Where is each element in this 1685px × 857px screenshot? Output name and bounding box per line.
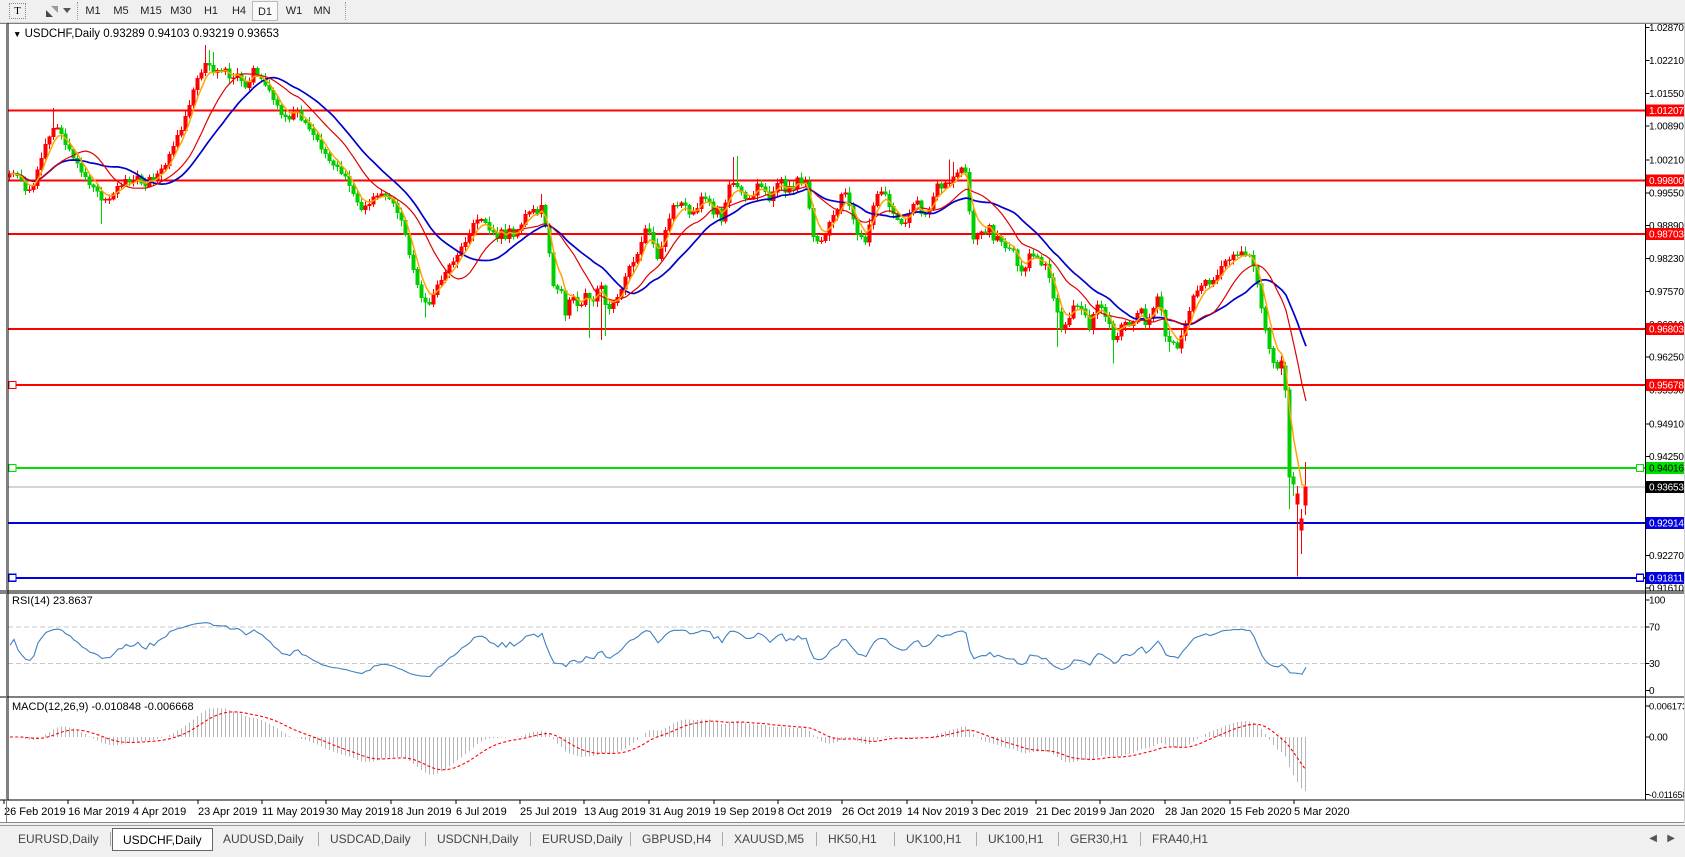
svg-text:26 Oct 2019: 26 Oct 2019 (842, 806, 902, 818)
svg-text:0.91610: 0.91610 (1649, 584, 1684, 595)
svg-text:-0.011658: -0.011658 (1649, 790, 1685, 800)
svg-text:21 Dec 2019: 21 Dec 2019 (1036, 806, 1098, 818)
svg-text:15 Feb 2020: 15 Feb 2020 (1230, 806, 1292, 818)
svg-text:1.02870: 1.02870 (1649, 23, 1684, 34)
svg-text:1.02210: 1.02210 (1649, 56, 1684, 67)
svg-text:0.92270: 0.92270 (1649, 551, 1684, 562)
svg-text:0.91811: 0.91811 (1649, 573, 1684, 584)
svg-text:28 Jan 2020: 28 Jan 2020 (1165, 806, 1226, 818)
svg-text:14 Nov 2019: 14 Nov 2019 (907, 806, 969, 818)
svg-text:70: 70 (1649, 623, 1660, 634)
svg-text:RSI(14) 23.8637: RSI(14) 23.8637 (12, 595, 93, 607)
svg-text:0.98703: 0.98703 (1649, 230, 1684, 241)
svg-text:0.97570: 0.97570 (1649, 287, 1684, 298)
svg-text:16 Mar 2019: 16 Mar 2019 (68, 806, 130, 818)
svg-text:8 Oct 2019: 8 Oct 2019 (778, 806, 832, 818)
svg-text:25 Jul 2019: 25 Jul 2019 (520, 806, 577, 818)
svg-text:0.96250: 0.96250 (1649, 353, 1684, 364)
svg-text:▼ USDCHF,Daily 0.93289 0.9410: ▼ USDCHF,Daily 0.93289 0.94103 0.93219 0… (13, 28, 279, 40)
svg-text:31 Aug 2019: 31 Aug 2019 (649, 806, 711, 818)
svg-text:1.00890: 1.00890 (1649, 122, 1684, 133)
svg-text:100: 100 (1649, 595, 1666, 606)
svg-text:0: 0 (1649, 686, 1655, 697)
svg-text:9 Jan 2020: 9 Jan 2020 (1100, 806, 1154, 818)
svg-text:0.94910: 0.94910 (1649, 419, 1684, 430)
svg-text:5 Mar 2020: 5 Mar 2020 (1294, 806, 1350, 818)
svg-text:0.95678: 0.95678 (1649, 381, 1684, 392)
svg-text:30: 30 (1649, 659, 1660, 670)
svg-text:0.94016: 0.94016 (1649, 464, 1684, 475)
svg-text:3 Dec 2019: 3 Dec 2019 (972, 806, 1028, 818)
svg-text:18 Jun 2019: 18 Jun 2019 (391, 806, 452, 818)
svg-text:19 Sep 2019: 19 Sep 2019 (714, 806, 776, 818)
svg-text:23 Apr 2019: 23 Apr 2019 (198, 806, 257, 818)
svg-text:26 Feb 2019: 26 Feb 2019 (4, 806, 66, 818)
svg-text:11 May 2019: 11 May 2019 (262, 806, 325, 818)
svg-text:MACD(12,26,9) -0.010848 -0.006: MACD(12,26,9) -0.010848 -0.006668 (12, 701, 194, 713)
svg-text:0.93653: 0.93653 (1649, 483, 1684, 494)
svg-text:0.00: 0.00 (1649, 733, 1668, 744)
svg-text:0.99550: 0.99550 (1649, 188, 1684, 199)
svg-text:1.01550: 1.01550 (1649, 89, 1684, 100)
svg-text:13 Aug 2019: 13 Aug 2019 (584, 806, 646, 818)
svg-text:0.98230: 0.98230 (1649, 254, 1684, 265)
svg-text:1.00210: 1.00210 (1649, 156, 1684, 167)
svg-text:1.01207: 1.01207 (1649, 106, 1684, 117)
svg-text:0.94250: 0.94250 (1649, 452, 1684, 463)
svg-text:30 May 2019: 30 May 2019 (326, 806, 390, 818)
svg-text:0.99800: 0.99800 (1649, 176, 1684, 187)
svg-text:6 Jul 2019: 6 Jul 2019 (456, 806, 507, 818)
svg-text:0.006173: 0.006173 (1649, 702, 1685, 713)
svg-text:4 Apr 2019: 4 Apr 2019 (133, 806, 186, 818)
svg-text:0.96803: 0.96803 (1649, 325, 1684, 336)
svg-text:0.92914: 0.92914 (1649, 519, 1684, 530)
svg-text:0.98890: 0.98890 (1649, 221, 1684, 232)
